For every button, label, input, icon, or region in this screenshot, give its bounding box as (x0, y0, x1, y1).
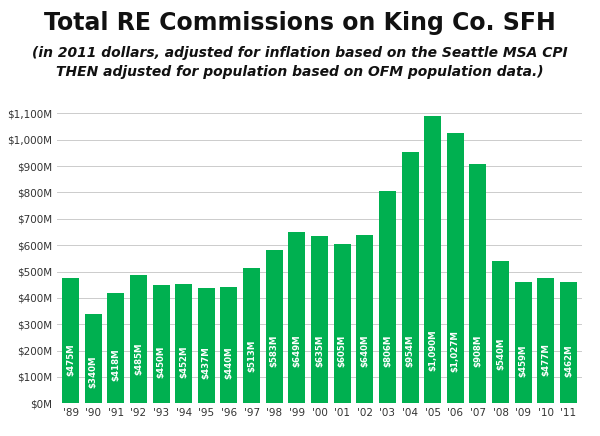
Text: $649M: $649M (292, 334, 301, 367)
Text: Total RE Commissions on King Co. SFH: Total RE Commissions on King Co. SFH (44, 11, 556, 35)
Text: $452M: $452M (179, 345, 188, 378)
Text: $954M: $954M (406, 334, 415, 367)
Bar (130, 276, 147, 403)
Bar (198, 288, 215, 403)
Text: $440M: $440M (224, 346, 233, 379)
Bar (266, 250, 283, 403)
Text: (in 2011 dollars, adjusted for inflation based on the Seattle MSA CPI
THEN adjus: (in 2011 dollars, adjusted for inflation… (32, 46, 568, 79)
Text: $450M: $450M (157, 346, 166, 378)
Bar (401, 152, 419, 403)
Text: $340M: $340M (89, 356, 98, 388)
Text: $583M: $583M (270, 334, 279, 367)
Bar (515, 283, 532, 403)
Text: $485M: $485M (134, 342, 143, 375)
Bar (447, 133, 464, 403)
Bar (560, 282, 577, 403)
Text: $459M: $459M (518, 345, 527, 377)
Text: $462M: $462M (564, 344, 573, 377)
Text: $437M: $437M (202, 347, 211, 379)
Bar (356, 235, 373, 403)
Text: $475M: $475M (66, 343, 75, 376)
Bar (220, 287, 238, 403)
Bar (289, 232, 305, 403)
Bar (424, 116, 441, 403)
Bar (85, 313, 101, 403)
Text: $418M: $418M (112, 348, 121, 381)
Bar (175, 284, 192, 403)
Text: $635M: $635M (315, 334, 324, 367)
Bar (107, 293, 124, 403)
Text: $908M: $908M (473, 334, 482, 367)
Text: $540M: $540M (496, 337, 505, 370)
Bar (469, 164, 487, 403)
Bar (334, 244, 350, 403)
Bar (492, 261, 509, 403)
Bar (62, 278, 79, 403)
Bar (152, 285, 170, 403)
Text: $640M: $640M (360, 334, 369, 367)
Text: $1,027M: $1,027M (451, 330, 460, 371)
Text: $806M: $806M (383, 334, 392, 367)
Text: $513M: $513M (247, 340, 256, 372)
Text: $477M: $477M (541, 343, 550, 376)
Text: $1,090M: $1,090M (428, 330, 437, 371)
Bar (311, 236, 328, 403)
Bar (379, 191, 396, 403)
Text: $605M: $605M (338, 334, 347, 367)
Bar (243, 268, 260, 403)
Bar (538, 278, 554, 403)
